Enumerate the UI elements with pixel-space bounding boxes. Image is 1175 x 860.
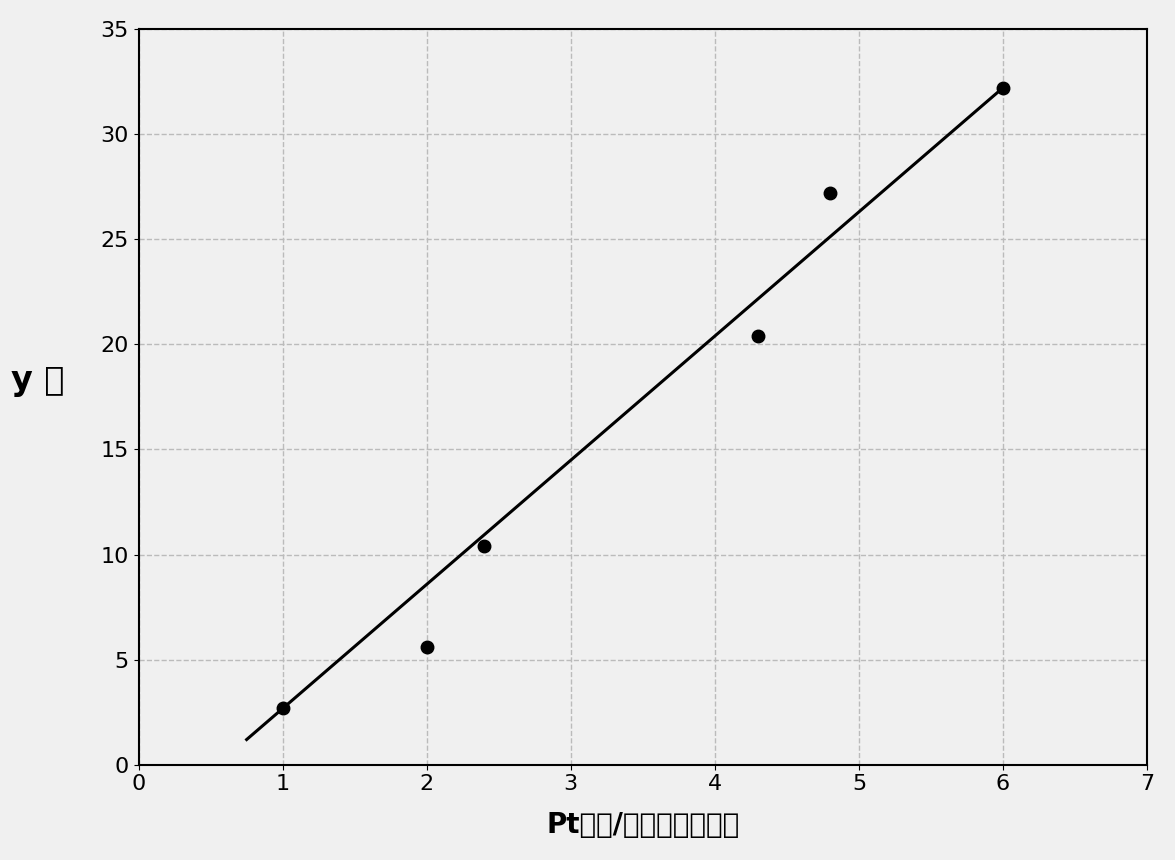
Point bbox=[475, 539, 494, 553]
Point bbox=[994, 81, 1013, 95]
Point bbox=[274, 701, 293, 715]
Point bbox=[748, 329, 767, 342]
Point bbox=[417, 640, 436, 654]
Y-axis label: y 値: y 値 bbox=[11, 364, 65, 396]
X-axis label: Pt载量/毫克每平方厘米: Pt载量/毫克每平方厘米 bbox=[546, 811, 739, 839]
Point bbox=[821, 186, 840, 200]
